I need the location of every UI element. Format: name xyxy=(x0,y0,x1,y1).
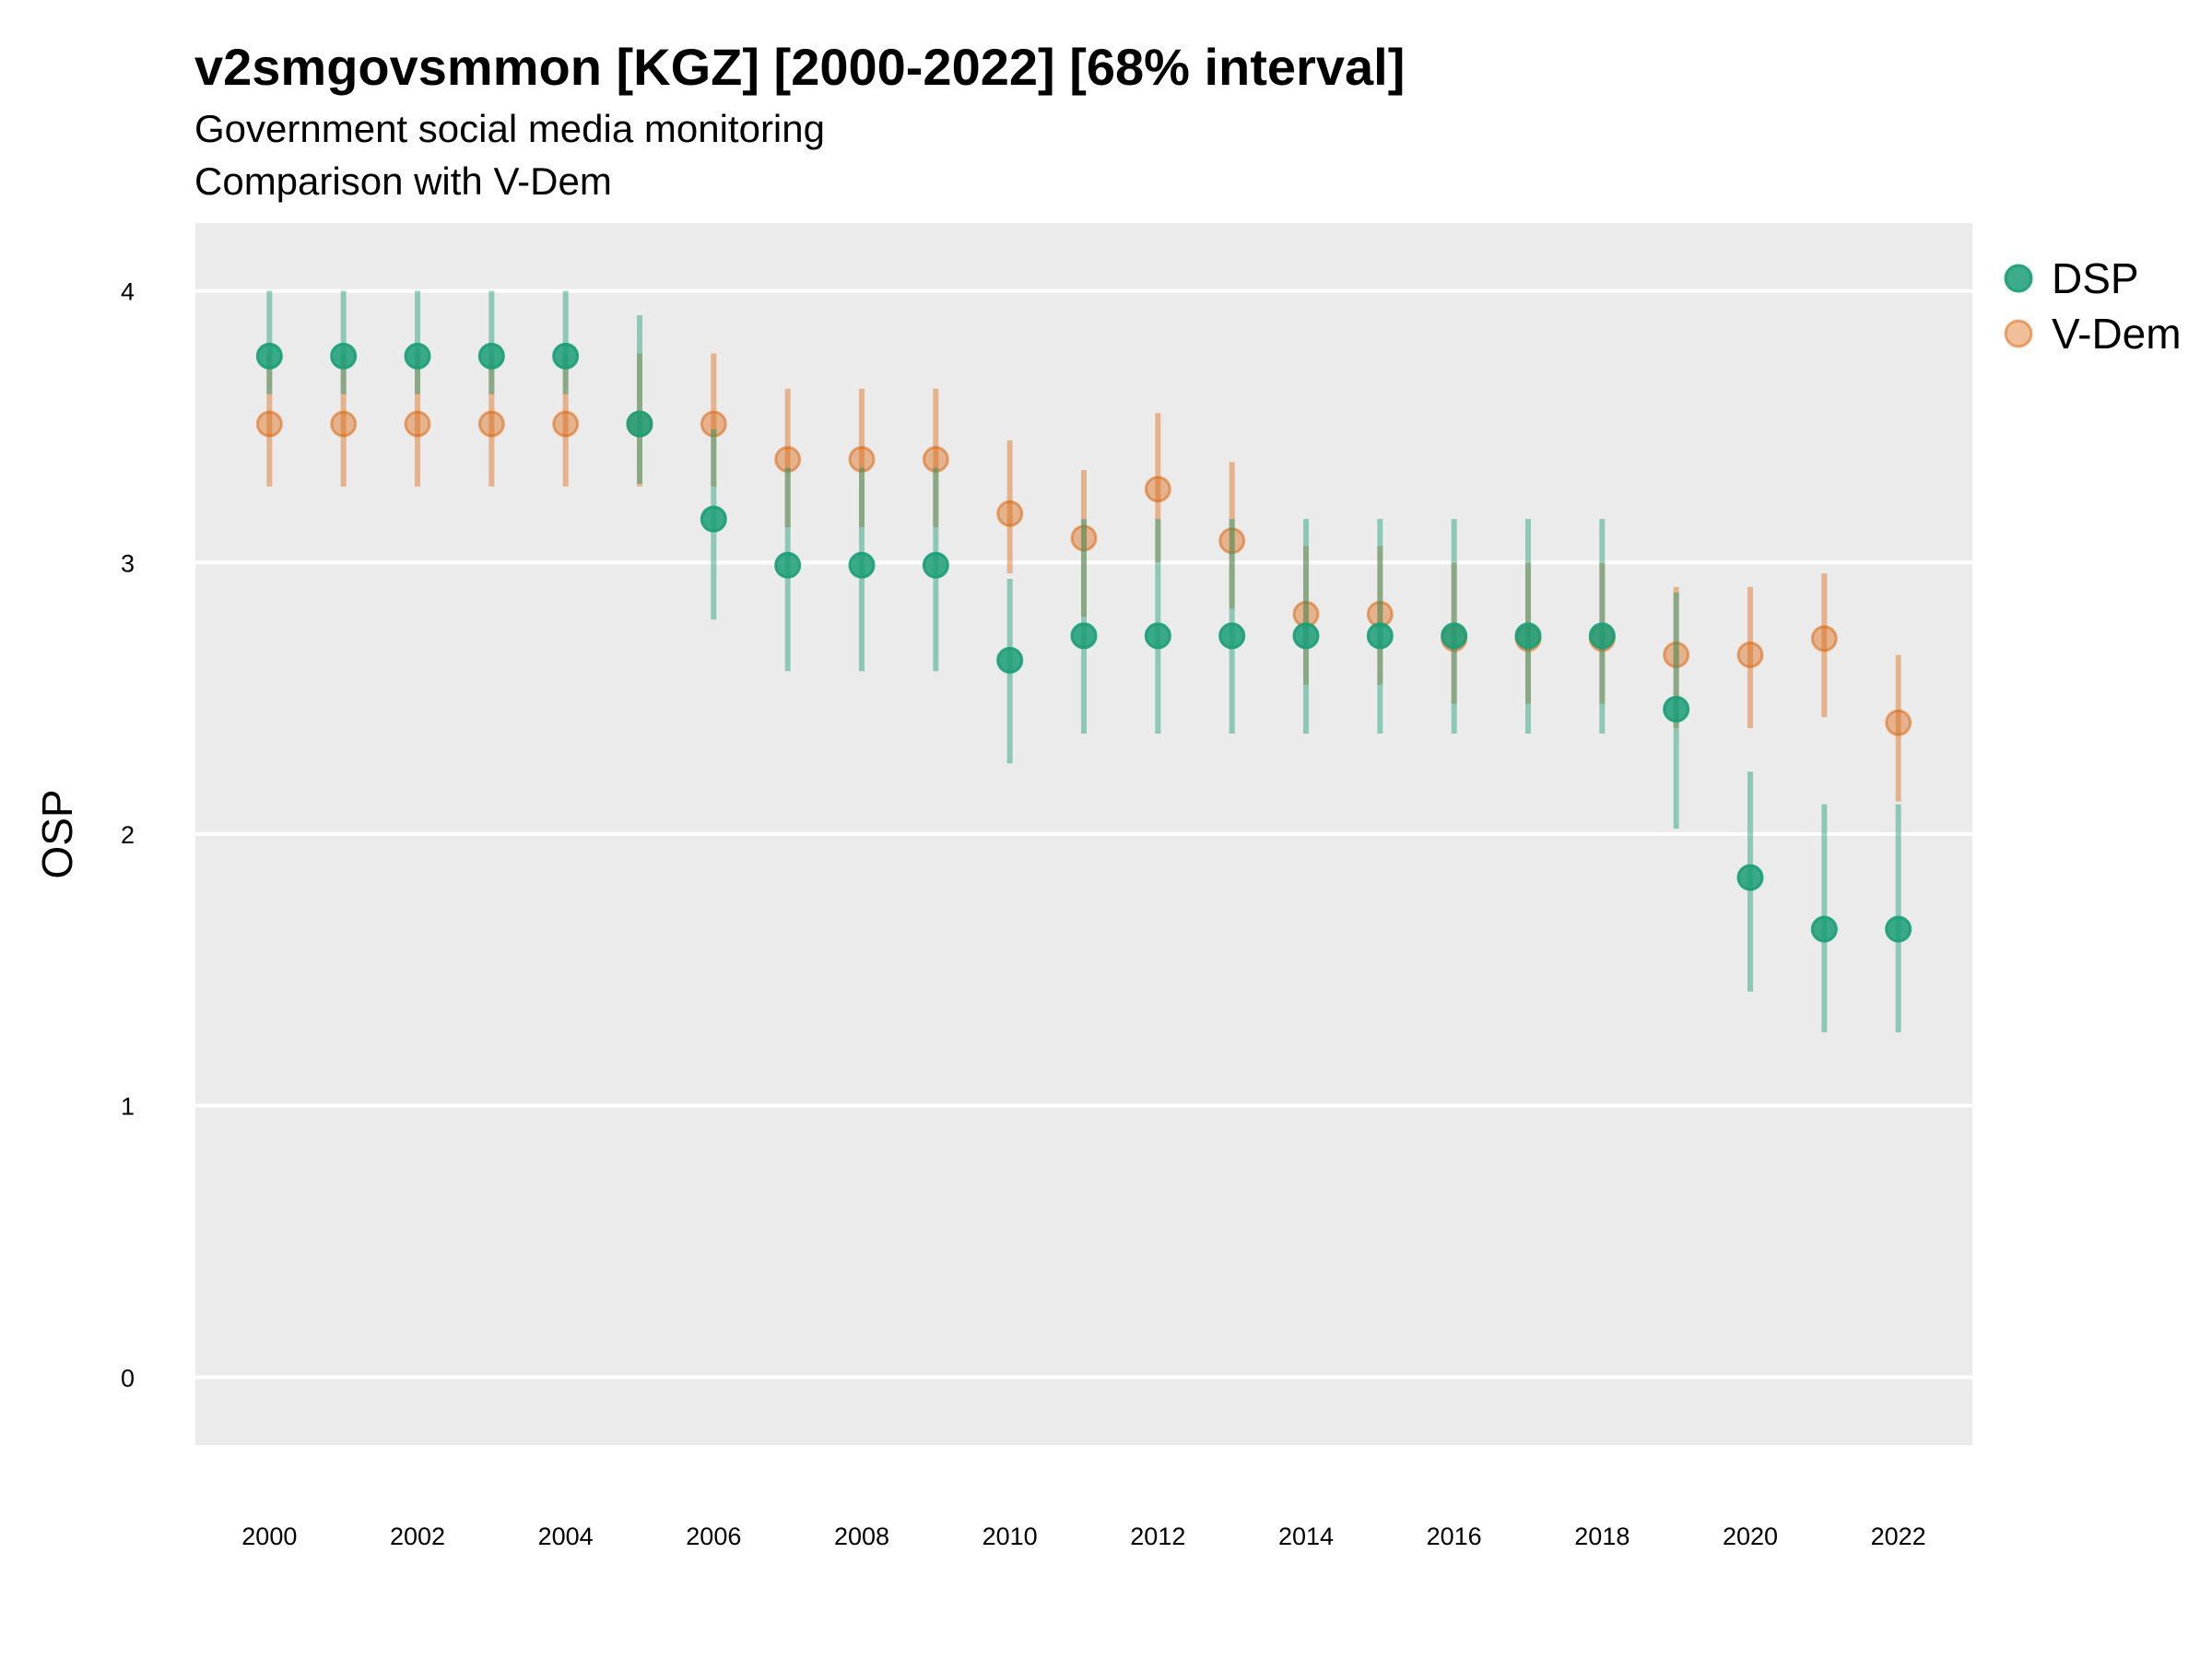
data-point xyxy=(1885,915,1912,943)
data-point xyxy=(1070,622,1098,650)
x-tick-label: 2014 xyxy=(1278,1523,1334,1550)
data-point xyxy=(1070,524,1098,552)
data-point xyxy=(774,445,802,473)
data-point xyxy=(1663,695,1690,723)
data-point xyxy=(848,551,876,579)
legend-label: DSP xyxy=(2052,254,2139,302)
x-tick-label: 2012 xyxy=(1130,1523,1185,1550)
legend-label: V-Dem xyxy=(2052,310,2182,358)
x-tick-label: 2004 xyxy=(538,1523,594,1550)
x-tick-label: 2002 xyxy=(390,1523,445,1550)
data-point xyxy=(552,342,580,370)
data-point xyxy=(1292,622,1320,650)
data-point xyxy=(700,410,727,438)
y-tick-label: 2 xyxy=(121,821,135,849)
data-point xyxy=(404,342,431,370)
data-point xyxy=(1144,476,1171,503)
data-point xyxy=(330,410,358,438)
x-tick-label: 2018 xyxy=(1574,1523,1630,1550)
y-axis-title: OSP xyxy=(33,789,81,878)
series-dsp xyxy=(255,290,1912,1033)
data-point xyxy=(1810,625,1838,653)
data-point xyxy=(477,342,505,370)
x-tick-label: 2000 xyxy=(241,1523,297,1550)
x-axis: 2000 2002 2004 2006 2008 2010 2012 2014 2016 2018… xyxy=(241,1523,1925,1550)
y-tick-label: 4 xyxy=(121,278,135,306)
data-point xyxy=(996,646,1024,674)
chart-title: v2smgovsmmon [KGZ] [2000-2022] [68% inte… xyxy=(194,38,1406,96)
data-point xyxy=(330,342,358,370)
y-tick-label: 1 xyxy=(121,1093,135,1121)
y-tick-label: 0 xyxy=(121,1364,135,1392)
data-point xyxy=(700,505,727,533)
x-tick-label: 2010 xyxy=(982,1523,1038,1550)
data-point xyxy=(255,342,283,370)
chart-subtitle: Government social media monitoring xyxy=(194,107,825,150)
data-point xyxy=(774,551,802,579)
x-tick-label: 2022 xyxy=(1871,1523,1926,1550)
data-point xyxy=(404,410,431,438)
chart-subtitle-comparison: Comparison with V-Dem xyxy=(194,159,612,203)
data-point xyxy=(922,551,949,579)
data-point xyxy=(1514,622,1542,650)
data-point xyxy=(1810,915,1838,943)
data-point xyxy=(1441,622,1468,650)
data-point xyxy=(1885,709,1912,736)
y-axis: 0 1 2 3 4 xyxy=(121,278,135,1393)
legend-marker xyxy=(2004,264,2033,293)
data-point xyxy=(477,410,505,438)
data-point xyxy=(1588,622,1616,650)
data-point xyxy=(1663,641,1690,669)
x-tick-label: 2006 xyxy=(686,1523,741,1550)
legend-marker xyxy=(2004,319,2033,348)
x-tick-label: 2016 xyxy=(1427,1523,1482,1550)
data-point xyxy=(1736,864,1764,891)
data-series xyxy=(255,290,1912,1033)
x-tick-label: 2008 xyxy=(834,1523,889,1550)
x-tick-label: 2020 xyxy=(1723,1523,1778,1550)
data-point xyxy=(1736,641,1764,669)
data-point xyxy=(848,445,876,473)
legend: DSP V-Dem xyxy=(2004,254,2182,358)
data-point xyxy=(996,500,1024,527)
data-point xyxy=(1366,622,1394,650)
data-point xyxy=(255,410,283,438)
data-point xyxy=(922,445,949,473)
data-point xyxy=(1218,622,1246,650)
data-point xyxy=(626,410,653,438)
data-point xyxy=(552,410,580,438)
data-point xyxy=(1218,527,1246,555)
gridlines xyxy=(195,288,1972,1380)
y-tick-label: 3 xyxy=(121,549,135,577)
data-point xyxy=(1144,622,1171,650)
